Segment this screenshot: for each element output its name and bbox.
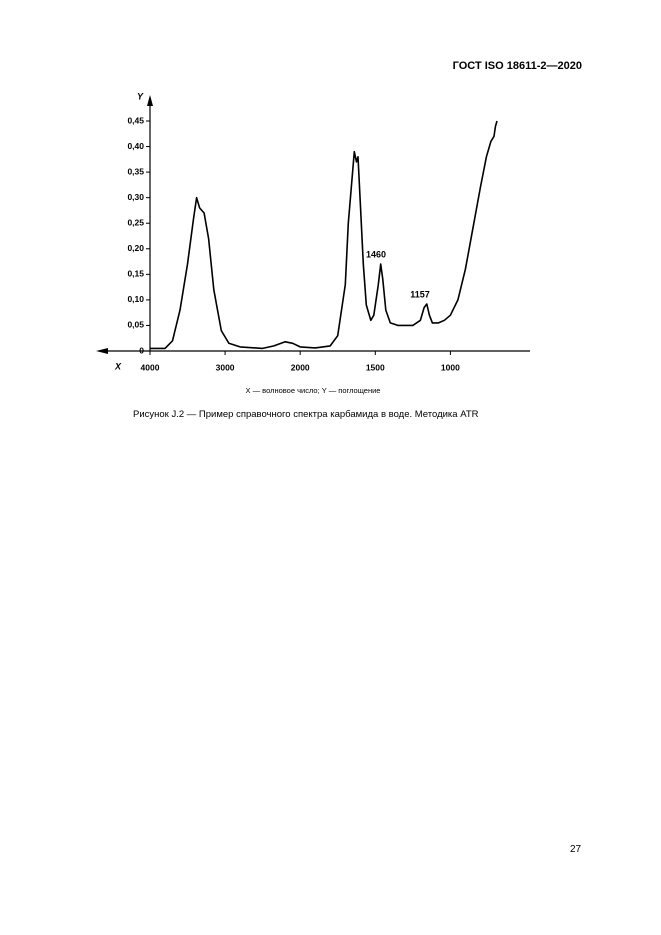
x-tick-label: 3000 <box>216 362 235 372</box>
y-tick-label: 0,15 <box>127 269 144 279</box>
y-tick-label: 0,05 <box>127 320 144 330</box>
x-tick-label: 1500 <box>366 362 385 372</box>
y-tick-label: 0,30 <box>127 192 144 202</box>
page-number: 27 <box>570 844 582 855</box>
y-tick-label: 0,35 <box>127 166 144 176</box>
x-tick-label: 4000 <box>141 362 160 372</box>
y-arrow <box>147 95 153 106</box>
axis-note: X — волновое число; Y — поглощение <box>246 386 381 395</box>
x-tick-label: 1000 <box>441 362 460 372</box>
annotation: 1157 <box>410 289 430 299</box>
x-axis-label: X <box>114 361 122 371</box>
x-arrow <box>96 348 108 354</box>
y-tick-label: 0,45 <box>127 115 144 125</box>
caption: Рисунок J.2 — Пример справочного спектра… <box>133 409 479 420</box>
y-axis-label: Y <box>137 91 144 101</box>
y-tick-label: 0,40 <box>127 141 144 151</box>
y-tick-label: 0 <box>139 345 144 355</box>
y-tick-label: 0,20 <box>127 243 144 253</box>
spectrum-line <box>150 120 498 350</box>
annotation: 1460 <box>366 249 386 259</box>
y-tick-label: 0,25 <box>127 217 144 227</box>
header-title: ГОСТ ISO 18611-2—2020 <box>452 60 582 72</box>
y-tick-label: 0,10 <box>127 294 144 304</box>
x-tick-label: 2000 <box>291 362 310 372</box>
